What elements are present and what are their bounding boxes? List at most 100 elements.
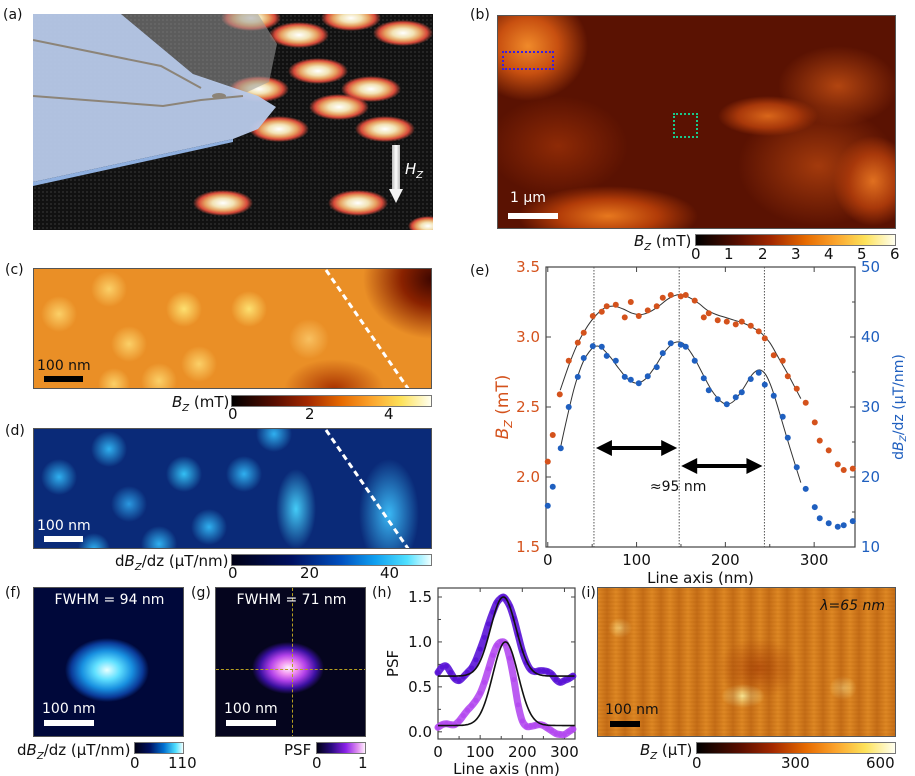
- dbz-point: [714, 396, 721, 403]
- psf-point: [532, 723, 538, 729]
- dbz-point: [747, 376, 754, 382]
- panel-label-f: (f): [5, 585, 21, 601]
- bz-point: [667, 292, 674, 298]
- y-tick-label-left: 3.5: [516, 258, 540, 276]
- scalebar-g: [226, 720, 276, 726]
- psf-point: [553, 677, 559, 683]
- y-tick-label-left: 2.0: [516, 468, 540, 486]
- y-axis-label: PSF: [384, 650, 402, 677]
- colorbar-label-g: PSF: [284, 741, 312, 759]
- field-label: HZ: [405, 160, 424, 181]
- tick: 5: [857, 245, 867, 263]
- psf-point: [477, 646, 483, 652]
- psf-point: [486, 666, 492, 672]
- colorbar-i: [696, 742, 896, 754]
- spacing-arrow-1-head-left: [595, 440, 612, 456]
- psf-point: [435, 669, 441, 675]
- dbz-point: [738, 389, 745, 396]
- tick: 600: [866, 754, 895, 772]
- colorbar-c: [231, 395, 432, 407]
- panel-c-bz-map: 100 nm: [33, 268, 432, 389]
- psf-point: [561, 732, 567, 738]
- bz-point: [635, 313, 642, 319]
- bz-point: [755, 328, 762, 335]
- psf-point: [486, 621, 492, 627]
- dbz-point: [705, 387, 712, 394]
- dbz-point: [627, 376, 634, 383]
- psf-point: [473, 657, 479, 663]
- bz-point: [549, 432, 556, 438]
- bz-point: [621, 314, 628, 321]
- gaussian-fit-curve: [437, 596, 575, 677]
- psf-point: [469, 665, 475, 671]
- bz-point: [738, 318, 745, 325]
- bz-point: [747, 322, 754, 329]
- chart-h: 0 100 200 300 0.0 0.5 1.0 1.5 Line axis (nm) PSF: [384, 587, 579, 776]
- psf-point: [566, 676, 572, 682]
- psf-point: [456, 718, 462, 724]
- dbz-point: [621, 373, 628, 380]
- roi-blue-box[interactable]: [502, 51, 554, 70]
- roi-green-box[interactable]: [673, 113, 698, 138]
- tick: 0: [312, 754, 322, 772]
- panel-label-i: (i): [581, 585, 596, 601]
- bz-point: [565, 357, 572, 364]
- scalebar-d: [44, 536, 83, 542]
- y-tick-label: 0.5: [408, 678, 432, 696]
- fwhm-label-g: FWHM = 71 nm: [236, 592, 347, 608]
- bz-point: [700, 314, 707, 321]
- psf-point: [540, 668, 546, 674]
- dbz-point: [811, 504, 818, 511]
- tick: 1: [724, 245, 734, 263]
- spacing-arrow-2-head-right: [746, 458, 763, 474]
- tip-shadow: [121, 14, 277, 94]
- dbz-point: [549, 483, 556, 490]
- panel-label-e: (e): [470, 263, 490, 279]
- y-tick-label: 1.5: [408, 588, 432, 606]
- y-tick-label: 1.0: [408, 633, 432, 651]
- bz-point: [644, 307, 651, 314]
- spacing-annotation: ≈95 nm: [650, 479, 707, 495]
- psf-point: [452, 722, 458, 728]
- psf-point: [511, 677, 517, 683]
- bz-point: [653, 303, 660, 310]
- dbz-point: [793, 464, 800, 471]
- scalebar-label-b: 1 µm: [510, 190, 546, 206]
- panel-label-h: (h): [372, 585, 392, 601]
- colorbar-label-i: BZ (µT): [640, 741, 693, 762]
- psf-point: [448, 669, 454, 675]
- tick: 0: [130, 754, 140, 772]
- y-tick-label-right: 10: [861, 538, 880, 556]
- psf-point: [549, 728, 555, 734]
- panel-i-bz-map: λ=65 nm 100 nm: [597, 587, 896, 737]
- psf-point: [528, 723, 534, 729]
- bz-point: [802, 399, 809, 406]
- y-tick-label-right: 30: [861, 398, 880, 416]
- psf-point: [443, 663, 449, 669]
- bz-point: [761, 335, 768, 342]
- tick: 0: [692, 754, 702, 772]
- dbz-point: [770, 392, 777, 399]
- psf-point: [519, 718, 525, 724]
- psf-point: [528, 667, 534, 673]
- y-tick-label-left: 3.0: [516, 328, 540, 346]
- y-tick-label-right: 20: [861, 468, 880, 486]
- panel-b-bz-map: 1 µm: [497, 15, 896, 229]
- colorbar-label-d: dBZ/dz (µT/nm): [115, 552, 229, 573]
- tick: 0: [228, 405, 238, 423]
- bz-point: [691, 297, 698, 304]
- scalebar-f: [44, 720, 94, 726]
- crosshair-vertical: [292, 588, 293, 736]
- psf-point: [494, 643, 500, 649]
- dbz-point: [574, 373, 581, 380]
- bz-point: [556, 391, 563, 398]
- tick: 0: [691, 245, 701, 263]
- psf-point: [553, 731, 559, 737]
- colorbar-f: [134, 742, 184, 754]
- scalebar-label-c: 100 nm: [37, 358, 91, 374]
- dbz-point: [755, 369, 762, 376]
- bz-point: [732, 321, 739, 328]
- panel-label-b: (b): [470, 7, 490, 23]
- bz-point: [705, 310, 712, 317]
- colorbar-label-f: dBZ/dz (µT/nm): [17, 741, 131, 762]
